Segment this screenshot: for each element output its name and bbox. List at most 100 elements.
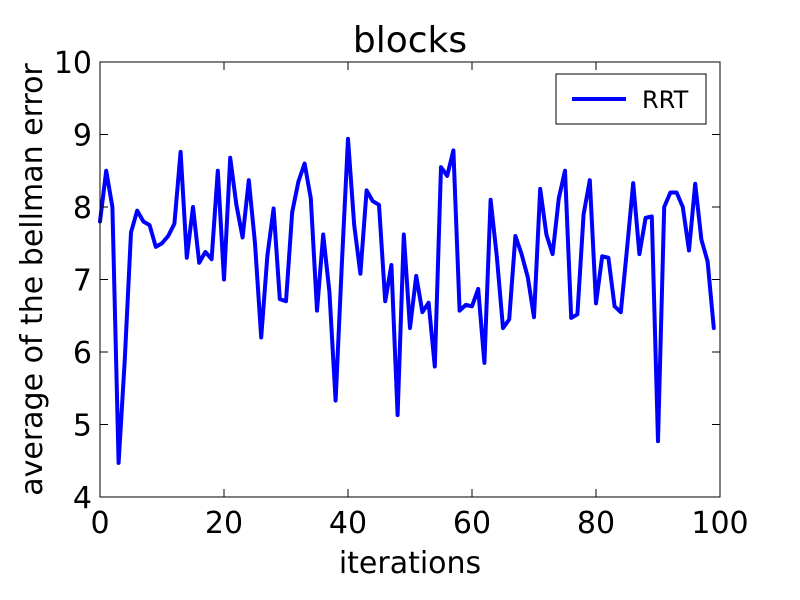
chart-title: blocks bbox=[353, 20, 467, 61]
data-point bbox=[296, 180, 300, 184]
x-tick-label: 100 bbox=[691, 506, 748, 541]
data-point bbox=[352, 223, 356, 227]
x-tick-label: 80 bbox=[577, 506, 615, 541]
data-point bbox=[414, 274, 418, 278]
data-point bbox=[160, 241, 164, 245]
data-point bbox=[334, 399, 338, 403]
data-point bbox=[420, 310, 424, 314]
data-point bbox=[247, 178, 251, 182]
legend-label-rrt: RRT bbox=[642, 86, 689, 114]
data-point bbox=[427, 301, 431, 305]
data-point bbox=[464, 303, 468, 307]
data-point bbox=[327, 290, 331, 294]
data-point bbox=[575, 312, 579, 316]
data-point bbox=[185, 256, 189, 260]
data-point bbox=[358, 272, 362, 276]
tick-labels: 0 20 40 60 80 100 4 5 6 7 8 9 10 bbox=[54, 46, 749, 541]
data-point bbox=[445, 174, 449, 178]
data-point bbox=[377, 203, 381, 207]
y-tick-label: 10 bbox=[54, 46, 92, 81]
data-point bbox=[321, 233, 325, 237]
series-layer bbox=[98, 136, 716, 465]
data-point bbox=[557, 196, 561, 200]
data-point bbox=[631, 181, 635, 185]
data-point bbox=[278, 297, 282, 301]
data-point bbox=[216, 169, 220, 173]
y-axis-title: average of the bellman error bbox=[15, 63, 50, 496]
data-point bbox=[451, 148, 455, 152]
x-tick-label: 20 bbox=[205, 506, 243, 541]
data-point bbox=[495, 254, 499, 258]
data-point bbox=[346, 137, 350, 141]
data-point bbox=[644, 216, 648, 220]
data-point bbox=[253, 241, 257, 245]
data-point bbox=[371, 199, 375, 203]
data-point bbox=[408, 326, 412, 330]
data-point bbox=[154, 245, 158, 249]
legend: RRT bbox=[555, 73, 707, 125]
data-point bbox=[259, 336, 263, 340]
data-point bbox=[141, 220, 145, 224]
data-point bbox=[234, 203, 238, 207]
data-point bbox=[625, 247, 629, 251]
data-point bbox=[489, 198, 493, 202]
data-point bbox=[613, 304, 617, 308]
data-point bbox=[675, 191, 679, 195]
x-tick-label: 60 bbox=[453, 506, 491, 541]
data-point bbox=[594, 301, 598, 305]
data-point bbox=[365, 188, 369, 192]
data-point bbox=[197, 261, 201, 265]
data-point bbox=[222, 278, 226, 282]
data-point bbox=[668, 191, 672, 195]
data-point bbox=[687, 249, 691, 253]
data-point bbox=[600, 254, 604, 258]
data-point bbox=[662, 205, 666, 209]
data-point bbox=[265, 254, 269, 258]
data-point bbox=[129, 230, 133, 234]
data-point bbox=[470, 304, 474, 308]
data-point bbox=[526, 275, 530, 279]
data-point bbox=[272, 206, 276, 210]
data-point bbox=[588, 178, 592, 182]
data-point bbox=[563, 169, 567, 173]
data-point bbox=[135, 209, 139, 213]
data-point bbox=[148, 223, 152, 227]
data-point bbox=[501, 326, 505, 330]
data-point bbox=[681, 205, 685, 209]
y-tick-label: 7 bbox=[73, 264, 92, 299]
data-point bbox=[706, 259, 710, 263]
data-point bbox=[476, 287, 480, 291]
data-point bbox=[532, 315, 536, 319]
data-point bbox=[551, 252, 555, 256]
data-point bbox=[482, 361, 486, 365]
data-point bbox=[507, 317, 511, 321]
data-point bbox=[538, 187, 542, 191]
x-axis-title: iterations bbox=[339, 546, 481, 581]
data-point bbox=[303, 162, 307, 166]
data-point bbox=[389, 263, 393, 267]
data-point bbox=[315, 309, 319, 313]
y-tick-label: 9 bbox=[73, 119, 92, 154]
data-point bbox=[104, 169, 108, 173]
y-tick-label: 6 bbox=[73, 336, 92, 371]
data-point bbox=[290, 210, 294, 214]
data-point bbox=[582, 212, 586, 216]
plot-area bbox=[98, 61, 721, 498]
x-tick-label: 40 bbox=[329, 506, 367, 541]
data-point bbox=[637, 252, 641, 256]
data-point bbox=[712, 326, 716, 330]
data-point bbox=[228, 156, 232, 160]
data-point bbox=[203, 250, 207, 254]
y-tick-label: 4 bbox=[73, 481, 92, 516]
data-point bbox=[699, 238, 703, 242]
data-point bbox=[402, 233, 406, 237]
data-point bbox=[309, 196, 313, 200]
data-point bbox=[396, 413, 400, 417]
data-point bbox=[210, 257, 214, 261]
data-point bbox=[172, 222, 176, 226]
data-point bbox=[110, 205, 114, 209]
data-point bbox=[117, 461, 121, 465]
data-point bbox=[179, 150, 183, 154]
data-point bbox=[650, 214, 654, 218]
